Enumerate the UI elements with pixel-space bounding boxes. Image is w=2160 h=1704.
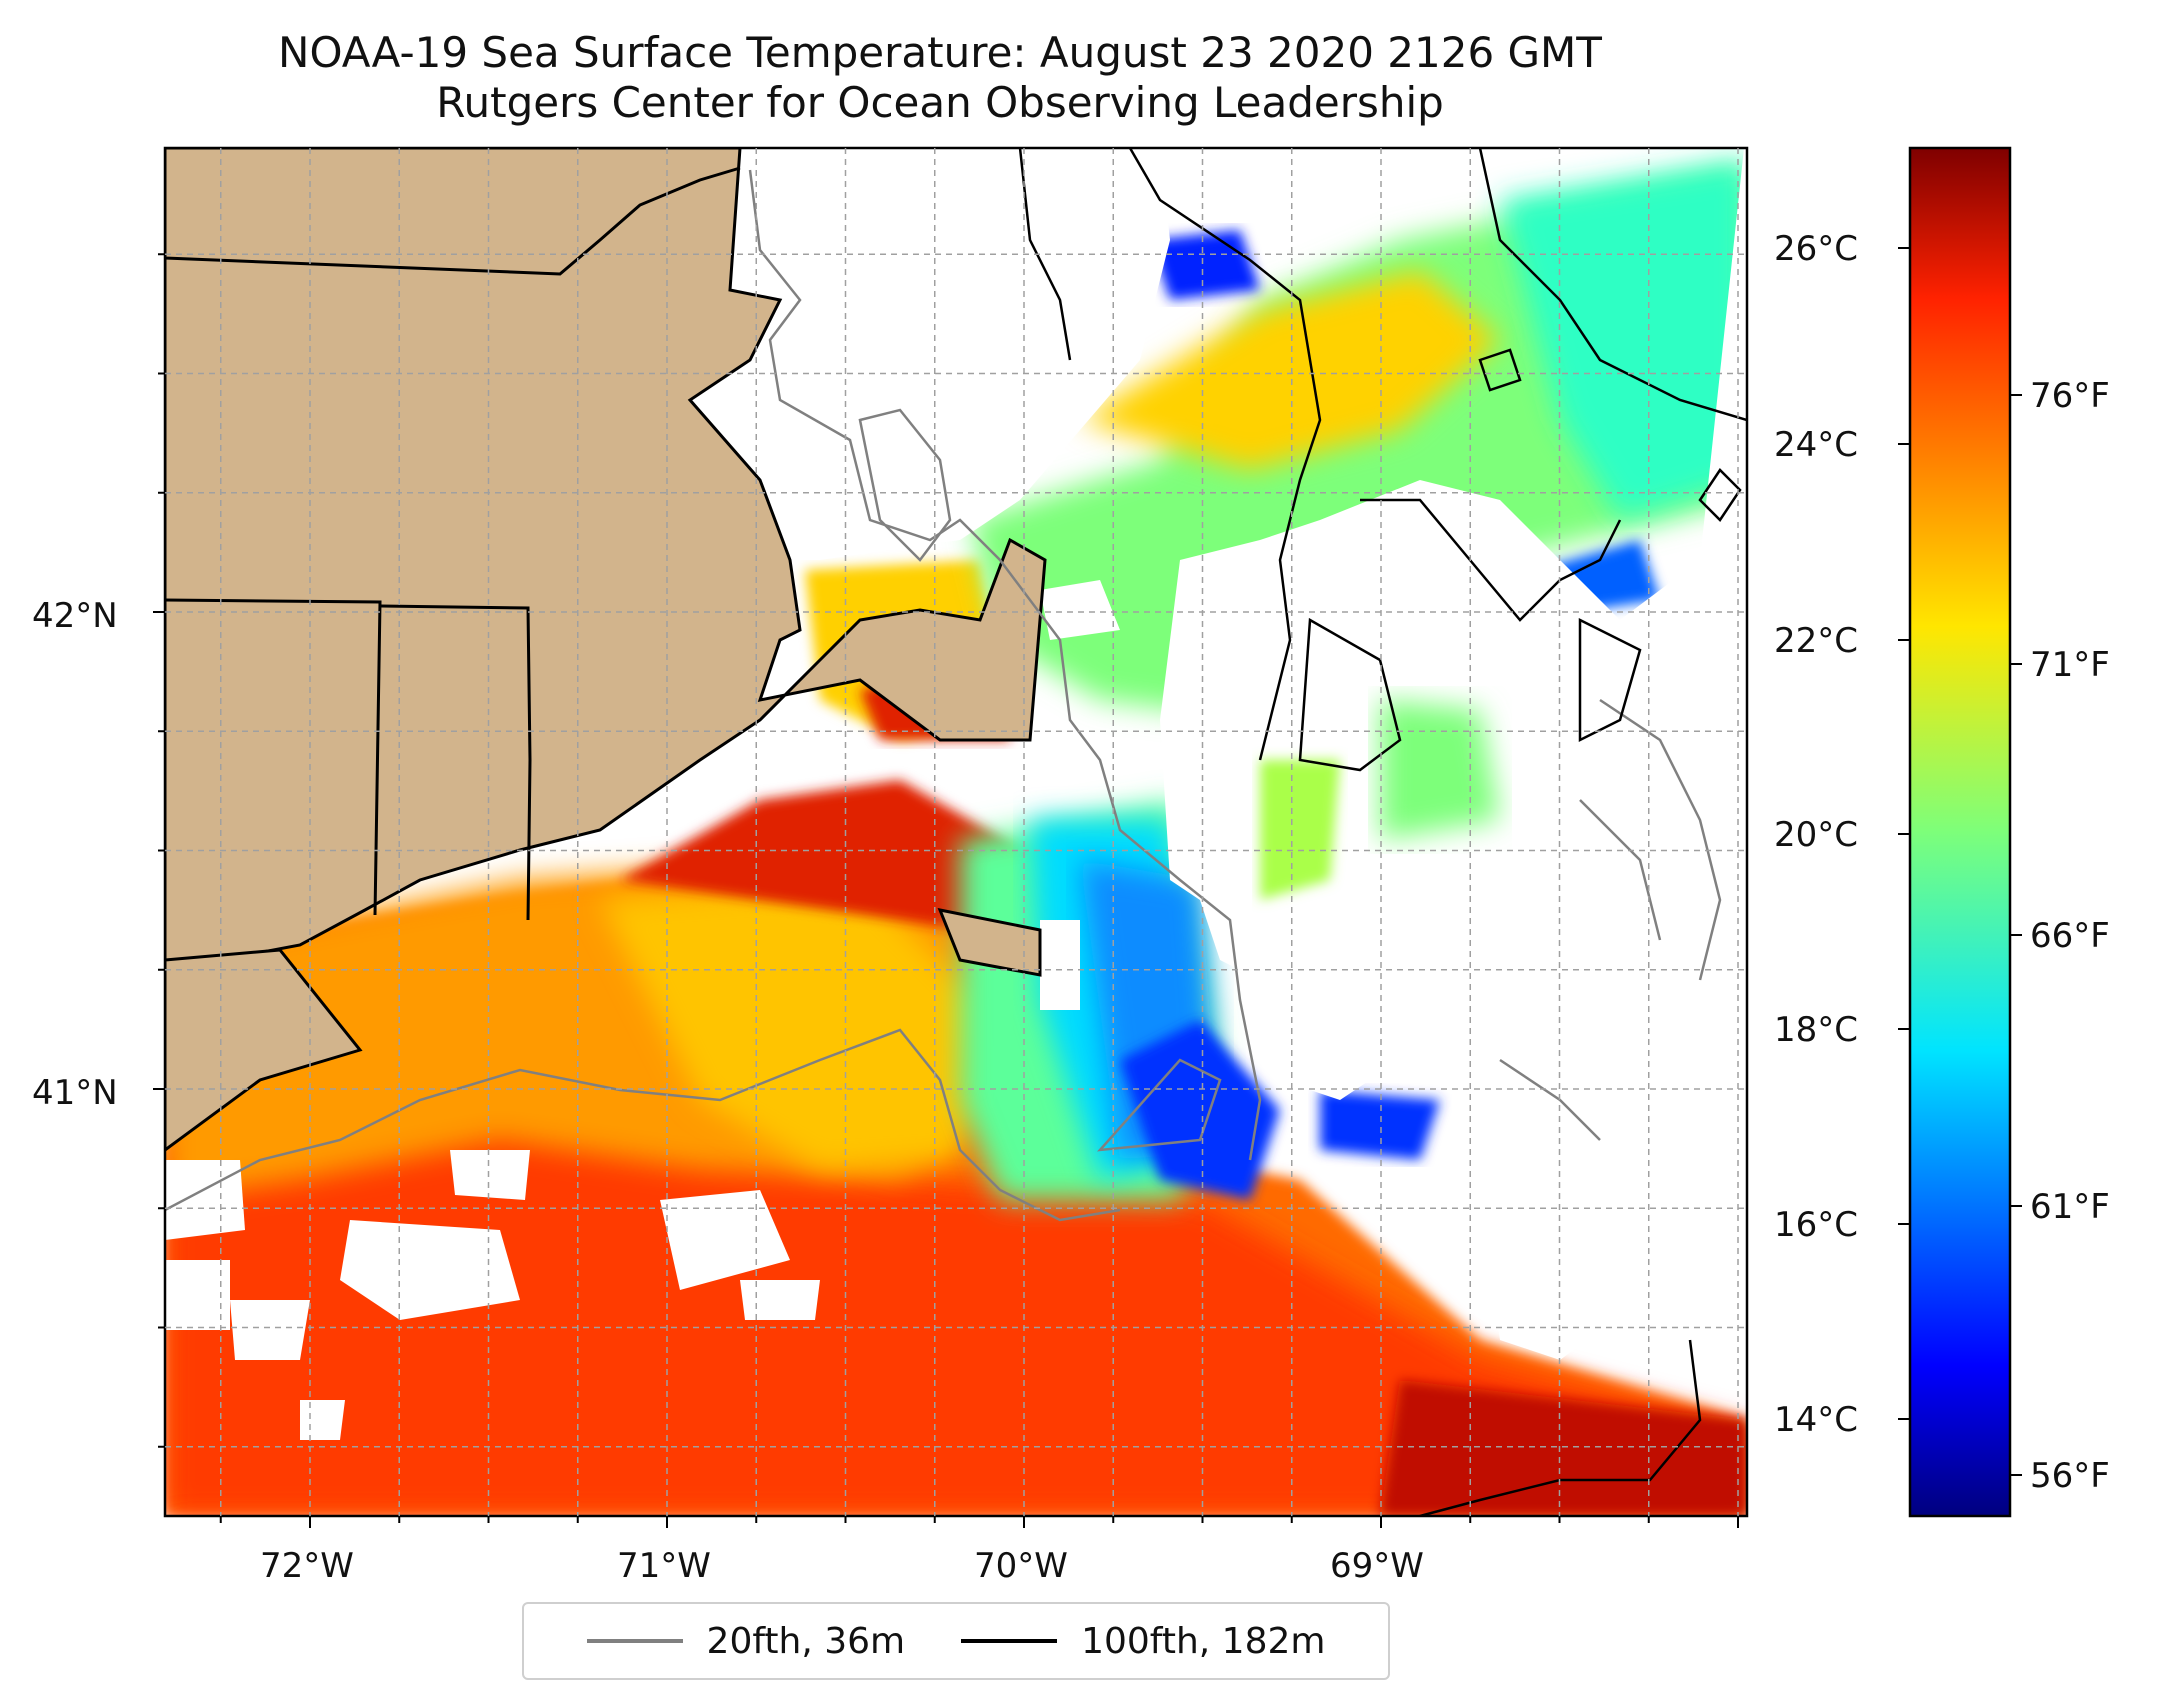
sst-field — [165, 148, 1747, 1516]
legend-item-20fth: 20fth, 36m — [586, 1620, 906, 1662]
colorbar-ticks — [1898, 247, 2022, 1476]
lat-label-42n: 42°N — [32, 596, 118, 636]
lon-label-71w: 71°W — [617, 1546, 711, 1586]
cbar-c-22: 22°C — [1774, 621, 1859, 661]
cbar-c-16: 16°C — [1774, 1205, 1859, 1245]
state-borders — [165, 166, 741, 921]
legend-swatch-20fth — [586, 1639, 683, 1643]
map-subtitle: Rutgers Center for Ocean Observing Leade… — [436, 78, 1444, 127]
map-area — [165, 148, 1747, 1516]
cbar-f-61: 61°F — [2030, 1187, 2110, 1227]
axis-ticks — [153, 253, 1739, 1528]
lon-label-69w: 69°W — [1330, 1546, 1424, 1586]
cbar-f-71: 71°F — [2030, 645, 2110, 685]
lon-label-72w: 72°W — [260, 1546, 354, 1586]
colorbar — [1908, 146, 2012, 1518]
cbar-c-24: 24°C — [1774, 425, 1859, 465]
cbar-c-14: 14°C — [1774, 1400, 1859, 1440]
isobath-20fth — [165, 169, 1722, 1222]
cbar-f-76: 76°F — [2030, 376, 2110, 416]
legend-label-100fth: 100fth, 182m — [1081, 1620, 1326, 1662]
cbar-f-56: 56°F — [2030, 1456, 2110, 1496]
title-block: NOAA-19 Sea Surface Temperature: August … — [0, 28, 1880, 128]
cbar-c-26: 26°C — [1774, 229, 1859, 269]
gridlines — [165, 148, 1747, 1516]
map-title: NOAA-19 Sea Surface Temperature: August … — [278, 28, 1602, 77]
legend-swatch-100fth — [961, 1639, 1058, 1643]
cbar-f-66: 66°F — [2030, 916, 2110, 956]
cbar-c-20: 20°C — [1774, 815, 1859, 855]
lat-label-41n: 41°N — [32, 1073, 118, 1113]
cbar-c-18: 18°C — [1774, 1010, 1859, 1050]
legend-label-20fth: 20fth, 36m — [706, 1620, 906, 1662]
land — [165, 148, 1047, 1152]
map-frame — [163, 146, 1749, 1518]
isobath-legend: 20fth, 36m 100fth, 182m — [522, 1602, 1390, 1680]
lon-label-70w: 70°W — [974, 1546, 1068, 1586]
legend-item-100fth: 100fth, 182m — [961, 1621, 1325, 1662]
